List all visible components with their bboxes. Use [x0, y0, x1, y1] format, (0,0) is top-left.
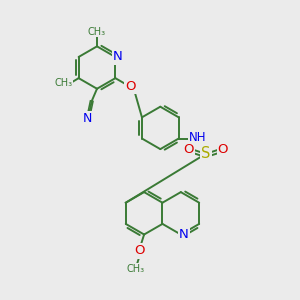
Text: N: N [83, 112, 93, 125]
Text: O: O [125, 80, 136, 93]
Text: N: N [113, 50, 123, 64]
Text: CH₃: CH₃ [88, 27, 106, 37]
Text: S: S [201, 146, 210, 161]
Text: NH: NH [189, 131, 206, 144]
Text: CH₃: CH₃ [54, 79, 72, 88]
Text: O: O [134, 244, 145, 257]
Text: CH₃: CH₃ [127, 264, 145, 274]
Text: N: N [179, 228, 189, 241]
Text: O: O [183, 142, 194, 156]
Text: O: O [218, 142, 228, 156]
